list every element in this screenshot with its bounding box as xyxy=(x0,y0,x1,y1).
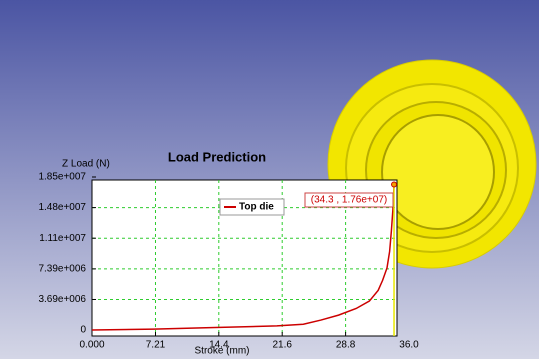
x-tick-label: 7.21 xyxy=(146,340,166,351)
y-tick-label: 7.39e+006 xyxy=(38,264,86,275)
y-tick-label: 1.11e+007 xyxy=(39,233,86,244)
page: Load Prediction Z Load (N) Stroke (mm) 0… xyxy=(0,0,539,359)
y-axis-label: Z Load (N) xyxy=(62,159,110,170)
annotation: (34.3 , 1.76e+07) xyxy=(311,195,387,206)
probe-point xyxy=(392,182,397,187)
y-tick-label: 0 xyxy=(80,325,86,336)
y-tick-label: 1.48e+007 xyxy=(38,202,86,213)
chart-title: Load Prediction xyxy=(168,149,266,164)
x-tick-label: 14.4 xyxy=(209,340,229,351)
x-tick-label: 36.0 xyxy=(399,340,419,351)
y-tick-label: 1.85e+007 xyxy=(38,172,86,183)
x-tick-label: 28.8 xyxy=(336,340,356,351)
legend-label: Top die xyxy=(239,202,274,213)
x-tick-label: 21.6 xyxy=(272,340,292,351)
screenshot: Load Prediction Z Load (N) Stroke (mm) 0… xyxy=(0,0,539,359)
y-tick-label: 3.69e+006 xyxy=(38,294,86,305)
x-tick-label: 0.000 xyxy=(79,340,104,351)
